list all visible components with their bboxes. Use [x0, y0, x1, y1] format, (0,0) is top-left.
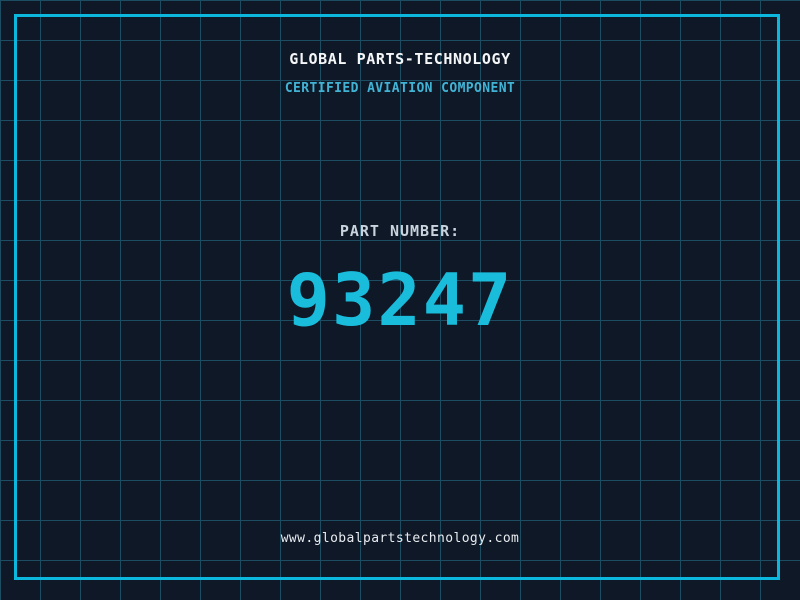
brand-title: GLOBAL PARTS-TECHNOLOGY [289, 50, 511, 68]
part-number-value: 93247 [286, 258, 514, 342]
brand-subtitle: CERTIFIED AVIATION COMPONENT [284, 81, 516, 96]
part-number-label: PART NUMBER: [339, 222, 461, 240]
footer-website-url: www.globalpartstechnology.com [280, 531, 520, 546]
